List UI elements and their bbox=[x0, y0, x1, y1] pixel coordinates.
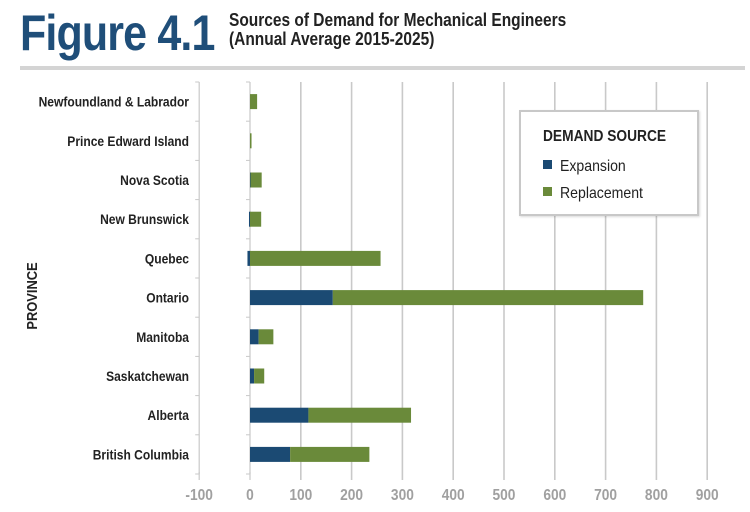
bar-replacement bbox=[332, 290, 644, 306]
x-tick-label: 700 bbox=[594, 486, 617, 504]
bar-replacement bbox=[250, 250, 381, 266]
chart-title: Sources of Demand for Mechanical Enginee… bbox=[229, 11, 566, 49]
category-label: British Columbia bbox=[93, 447, 190, 463]
bar-replacement bbox=[258, 329, 274, 345]
bar-expansion bbox=[250, 290, 333, 306]
y-axis-title: PROVINCE bbox=[23, 262, 40, 329]
x-tick-label: 500 bbox=[493, 486, 516, 504]
x-tick-label: 100 bbox=[289, 486, 312, 504]
category-label: Ontario bbox=[146, 290, 189, 306]
category-label: New Brunswick bbox=[100, 211, 190, 227]
bar-replacement bbox=[250, 94, 258, 110]
x-tick-label: -100 bbox=[185, 486, 213, 504]
bar-replacement bbox=[290, 446, 370, 462]
bar-replacement bbox=[250, 172, 262, 188]
legend-swatch-replacement bbox=[543, 187, 552, 197]
bar-expansion bbox=[250, 368, 255, 384]
chart-title-line2: (Annual Average 2015-2025) bbox=[229, 29, 435, 49]
legend-swatch-expansion bbox=[543, 160, 552, 170]
x-tick-label: 300 bbox=[391, 486, 414, 504]
category-label: Prince Edward Island bbox=[67, 133, 189, 149]
x-tick-label: 200 bbox=[340, 486, 363, 504]
bar-expansion bbox=[250, 446, 291, 462]
legend: DEMAND SOURCE Expansion Replacement bbox=[519, 110, 699, 216]
bar-expansion bbox=[247, 250, 250, 266]
figure-label: Figure 4.1 bbox=[20, 5, 215, 61]
x-tick-label: 600 bbox=[543, 486, 566, 504]
bar-expansion bbox=[250, 407, 309, 423]
legend-label-replacement: Replacement bbox=[560, 185, 643, 202]
category-label: Quebec bbox=[145, 251, 189, 267]
bar-replacement bbox=[308, 407, 412, 423]
x-tick-label: 400 bbox=[442, 486, 465, 504]
category-label: Saskatchewan bbox=[106, 368, 189, 384]
bar-expansion bbox=[250, 329, 259, 345]
legend-label-expansion: Expansion bbox=[560, 158, 626, 175]
legend-item-replacement: Replacement bbox=[543, 185, 654, 203]
header-divider bbox=[20, 66, 745, 70]
legend-title: DEMAND SOURCE bbox=[543, 128, 667, 145]
bar-replacement bbox=[254, 368, 265, 384]
x-tick-label: 0 bbox=[246, 486, 254, 504]
category-label: Newfoundland & Labrador bbox=[39, 94, 189, 110]
bar-replacement bbox=[250, 133, 252, 149]
category-label: Alberta bbox=[148, 407, 190, 423]
bar-replacement bbox=[250, 211, 262, 227]
category-label: Nova Scotia bbox=[120, 172, 190, 188]
x-tick-label: 800 bbox=[645, 486, 668, 504]
chart-title-line1: Sources of Demand for Mechanical Enginee… bbox=[229, 10, 567, 30]
x-tick-label: 900 bbox=[696, 486, 719, 504]
legend-item-expansion: Expansion bbox=[543, 158, 635, 176]
category-label: Manitoba bbox=[136, 329, 189, 345]
bar-expansion bbox=[248, 211, 251, 227]
